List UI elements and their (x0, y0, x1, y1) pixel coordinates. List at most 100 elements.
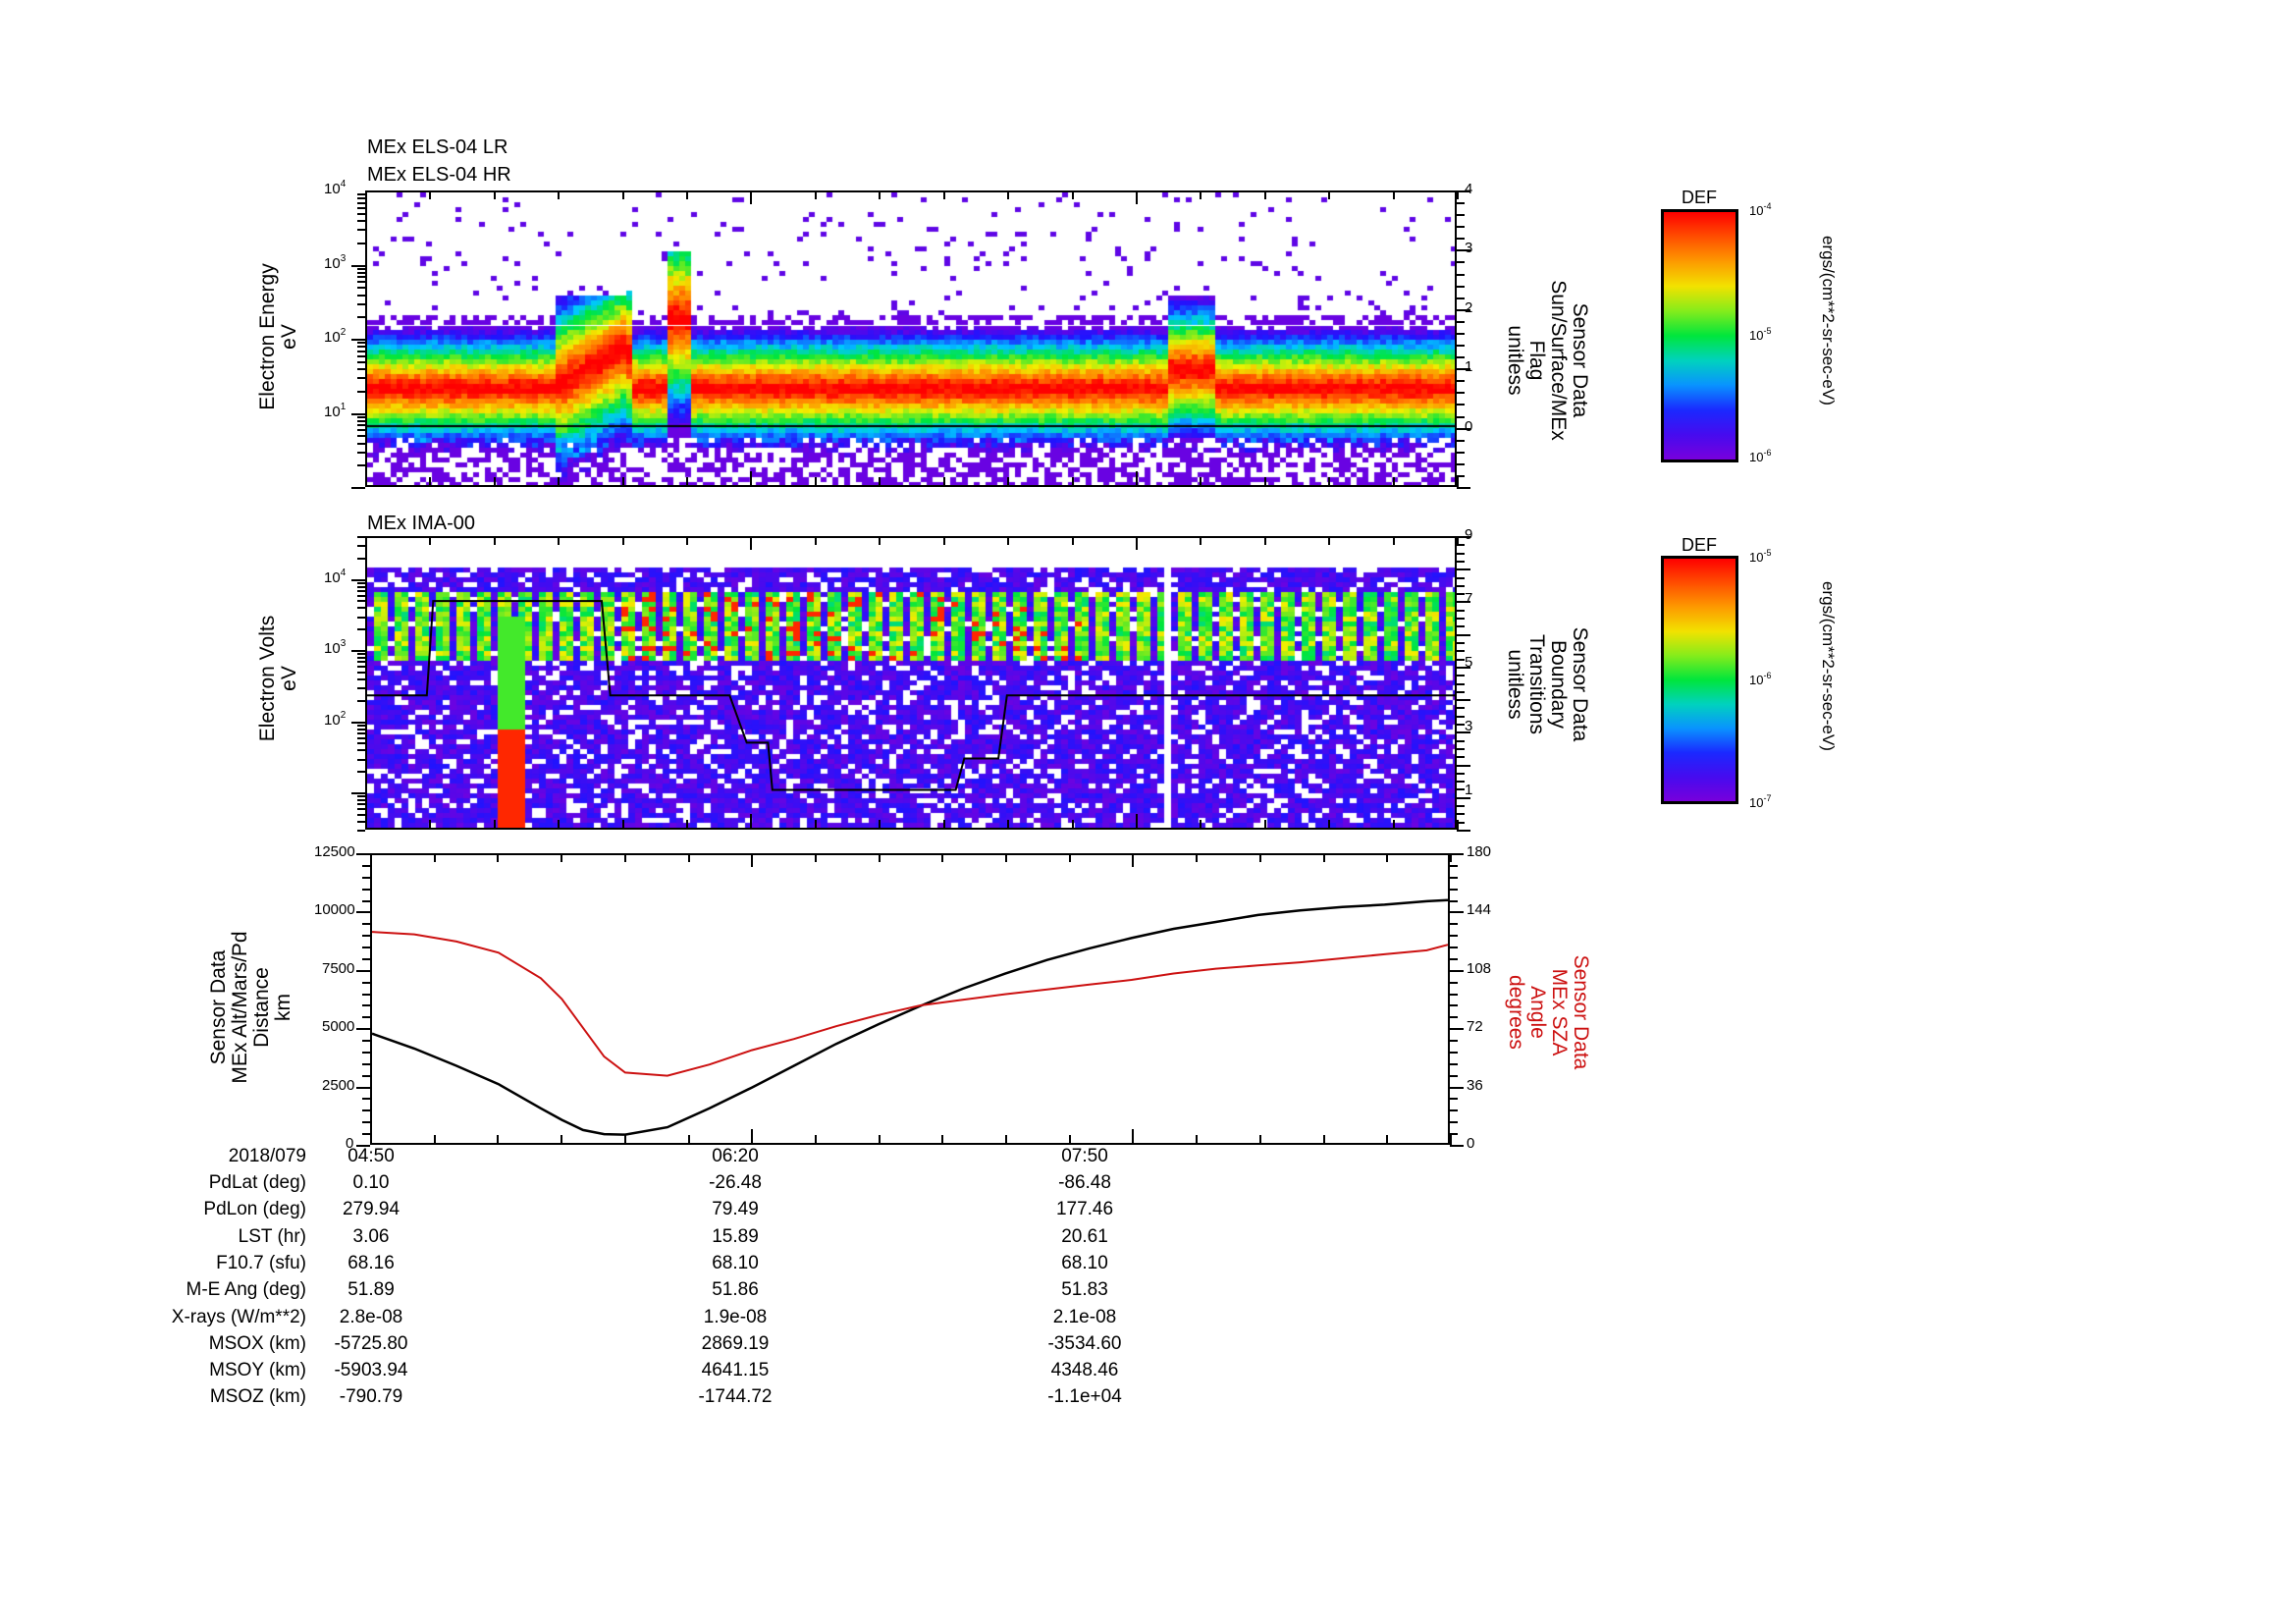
time-tick-mark (621, 477, 624, 487)
time-tick-mark (1200, 190, 1202, 199)
y-tick-mark (351, 487, 365, 489)
y-tick-mark (1457, 261, 1465, 264)
y-tick-mark (1457, 584, 1465, 587)
time-tick-mark (1135, 536, 1138, 550)
orbit-y2label-line3: Angle (1526, 986, 1549, 1039)
time-tick-mark (561, 853, 563, 862)
sza-line (371, 931, 1449, 1077)
y-tick-mark (362, 1051, 370, 1054)
y-tick-mark (357, 206, 365, 209)
time-tick-mark (497, 1135, 500, 1145)
y-tick-mark (357, 201, 365, 204)
y-tick-mark (1450, 1074, 1458, 1077)
y-tick-mark (1450, 923, 1458, 926)
time-tick-mark (1263, 536, 1266, 545)
y-tick-mark (357, 820, 365, 823)
y-tick-mark (1457, 368, 1470, 371)
y-tick-mark (357, 415, 365, 418)
ephemeris-value: 68.10 (1061, 1252, 1108, 1273)
ephemeris-value: -1.1e+04 (1047, 1386, 1122, 1408)
y-tick-mark (1450, 957, 1458, 960)
ima-colorbar-title: DEF (1682, 535, 1717, 555)
y-tick-mark (1457, 830, 1470, 832)
ephemeris-value: 2.8e-08 (339, 1306, 403, 1327)
ephemeris-value: 68.10 (712, 1252, 759, 1273)
time-tick-mark (942, 477, 945, 487)
y-tick-mark (1450, 1016, 1458, 1019)
y-tick-mark (1457, 796, 1470, 799)
y-tick-mark (357, 728, 365, 730)
time-tick-mark (942, 820, 945, 830)
y-tick-mark (362, 947, 370, 949)
y-tick-mark (357, 581, 365, 584)
time-tick-mark (1386, 853, 1389, 862)
y-tick-mark (362, 1040, 370, 1043)
y-tick-mark (1457, 380, 1465, 383)
ephemeris-value: -5725.80 (334, 1332, 408, 1354)
y-tick-mark (1457, 625, 1465, 628)
y-tick-mark (351, 264, 365, 267)
els-y2tick-label: 0 (1465, 417, 1473, 435)
y-tick-mark (1450, 1145, 1464, 1147)
els-colorbar (1661, 209, 1738, 462)
orbit-ylabel-line4: km (272, 994, 294, 1021)
time-tick-mark (1200, 477, 1202, 487)
orbit-line-panel (370, 853, 1450, 1145)
ephemeris-value: -26.48 (709, 1172, 762, 1193)
y-tick-mark (357, 424, 365, 427)
ima-colorbar-max-label: 10-5 (1749, 548, 1772, 565)
y-tick-mark (357, 464, 365, 467)
ima-y2tick-label: 5 (1465, 654, 1473, 671)
ima-ylabel-line1: Electron Volts (256, 615, 279, 742)
ephemeris-value: 3.06 (352, 1225, 390, 1247)
time-tick-mark (1392, 820, 1395, 830)
els-ytick-label: 104 (324, 179, 347, 197)
y-tick-mark (1457, 474, 1465, 477)
els-y2tick-label: 2 (1465, 298, 1473, 316)
y-tick-mark (357, 350, 365, 352)
time-tick-mark (814, 1135, 817, 1145)
date-label: 2018/079 (228, 1146, 306, 1166)
time-tick-mark (751, 853, 754, 867)
orbit-ytick-label: 5000 (322, 1018, 355, 1036)
y-tick-mark (357, 451, 365, 454)
y-tick-mark (362, 1062, 370, 1065)
y-tick-mark (357, 616, 365, 619)
y-tick-mark (357, 390, 365, 393)
time-tick-mark (878, 853, 881, 862)
time-tick-mark (1007, 820, 1010, 830)
time-tick-mark (621, 536, 624, 545)
orbit-y2tick-label: 0 (1467, 1135, 1475, 1152)
y-tick-mark (357, 346, 365, 349)
y-tick-mark (362, 923, 370, 926)
ephemeris-value: 0.10 (352, 1172, 390, 1193)
time-tick-mark (1328, 820, 1331, 830)
y-tick-mark (1457, 214, 1465, 217)
els-y2label-line2: Sun/Surface/MEx (1547, 280, 1570, 441)
y-tick-mark (357, 724, 365, 727)
y-tick-mark (1450, 981, 1458, 984)
y-tick-mark (1457, 439, 1465, 442)
y-tick-mark (357, 749, 365, 752)
els-colorbar-unit: ergs/(cm**2-sr-sec-eV) (1819, 236, 1838, 406)
y-tick-mark (1457, 202, 1465, 205)
y-tick-mark (1450, 1062, 1458, 1065)
ima-spectrogram-panel (365, 536, 1457, 830)
y-tick-mark (357, 557, 365, 560)
els-title-hr: MEx ELS-04 HR (367, 164, 511, 186)
y-tick-mark (1457, 297, 1465, 299)
ephemeris-row-label: M-E Ang (deg) (186, 1279, 307, 1301)
time-tick-2: 07:50 (1061, 1146, 1108, 1166)
y-tick-mark (357, 628, 365, 631)
y-tick-mark (357, 666, 365, 669)
y-tick-mark (362, 957, 370, 960)
y-tick-mark (1457, 392, 1465, 395)
y-tick-mark (357, 442, 365, 445)
time-tick-mark (493, 820, 496, 830)
y-tick-mark (1450, 1133, 1458, 1136)
y-tick-mark (357, 736, 365, 739)
time-tick-mark (941, 1135, 944, 1145)
time-tick-mark (1392, 536, 1395, 545)
y-tick-mark (1450, 1109, 1458, 1112)
time-tick-mark (879, 190, 881, 199)
